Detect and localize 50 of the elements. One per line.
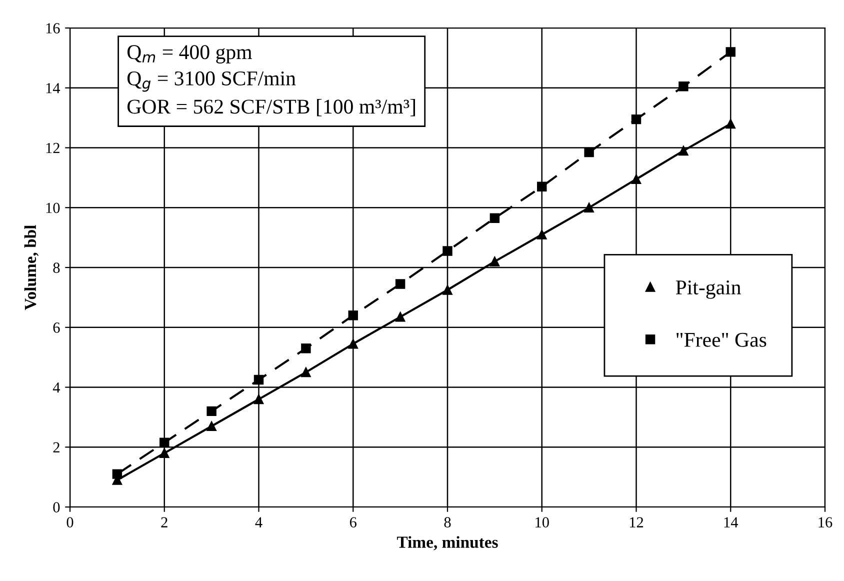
y-tick-label: 16: [46, 23, 60, 34]
point: [537, 230, 547, 240]
point: [160, 448, 170, 458]
point: [678, 82, 688, 92]
point: [254, 374, 264, 385]
x-tick-label: 2: [161, 517, 168, 528]
y-tick-label: 12: [46, 142, 60, 154]
point: [301, 367, 311, 378]
point: [490, 256, 500, 266]
point: [254, 394, 264, 404]
point: [160, 438, 170, 448]
point: [537, 182, 547, 192]
y-tick-label: 6: [53, 322, 60, 333]
x-tick-label: 14: [724, 517, 738, 528]
point: [584, 147, 594, 158]
legend-label: "Free" Gas: [676, 332, 766, 347]
point: [442, 285, 452, 295]
point: [726, 118, 736, 129]
y-tick-label: 4: [52, 382, 60, 393]
point: [678, 146, 688, 156]
annotation: Q$_{m}$ = 400 gpm Q$_{g}$ = 3100 SCF/min GOR = 562 SCF/STB [100 m³/m³]: [127, 45, 415, 116]
y-tick-label: 10: [46, 202, 60, 214]
point: [395, 312, 406, 322]
point: [584, 202, 594, 212]
legend-label: Pit-gain: [676, 280, 741, 299]
point: [726, 47, 736, 57]
x-tick-label: 4: [255, 517, 262, 528]
point: [206, 406, 216, 416]
y-tick-label: 2: [53, 442, 60, 452]
point: [442, 246, 452, 256]
point: [631, 174, 642, 184]
point: [206, 421, 216, 432]
point: [301, 343, 311, 354]
point: [348, 338, 358, 349]
y-tick-label: 14: [46, 83, 60, 94]
point: [631, 114, 642, 124]
x-axis-title: Time, minutes: [396, 536, 498, 550]
y-axis-title: Volume, bbl: [24, 225, 38, 310]
x-tick-label: 8: [444, 517, 451, 528]
point: [112, 469, 122, 479]
y-tick-label: 0: [53, 502, 60, 512]
x-tick-label: 10: [536, 517, 549, 528]
point: [395, 279, 406, 289]
x-tick-label: 0: [66, 517, 74, 528]
point: [490, 213, 500, 223]
x-tick-label: 6: [350, 517, 356, 528]
x-tick-label: 16: [818, 517, 832, 528]
x-tick-label: 12: [630, 517, 644, 528]
point: [348, 310, 358, 320]
y-tick-label: 8: [53, 262, 60, 273]
